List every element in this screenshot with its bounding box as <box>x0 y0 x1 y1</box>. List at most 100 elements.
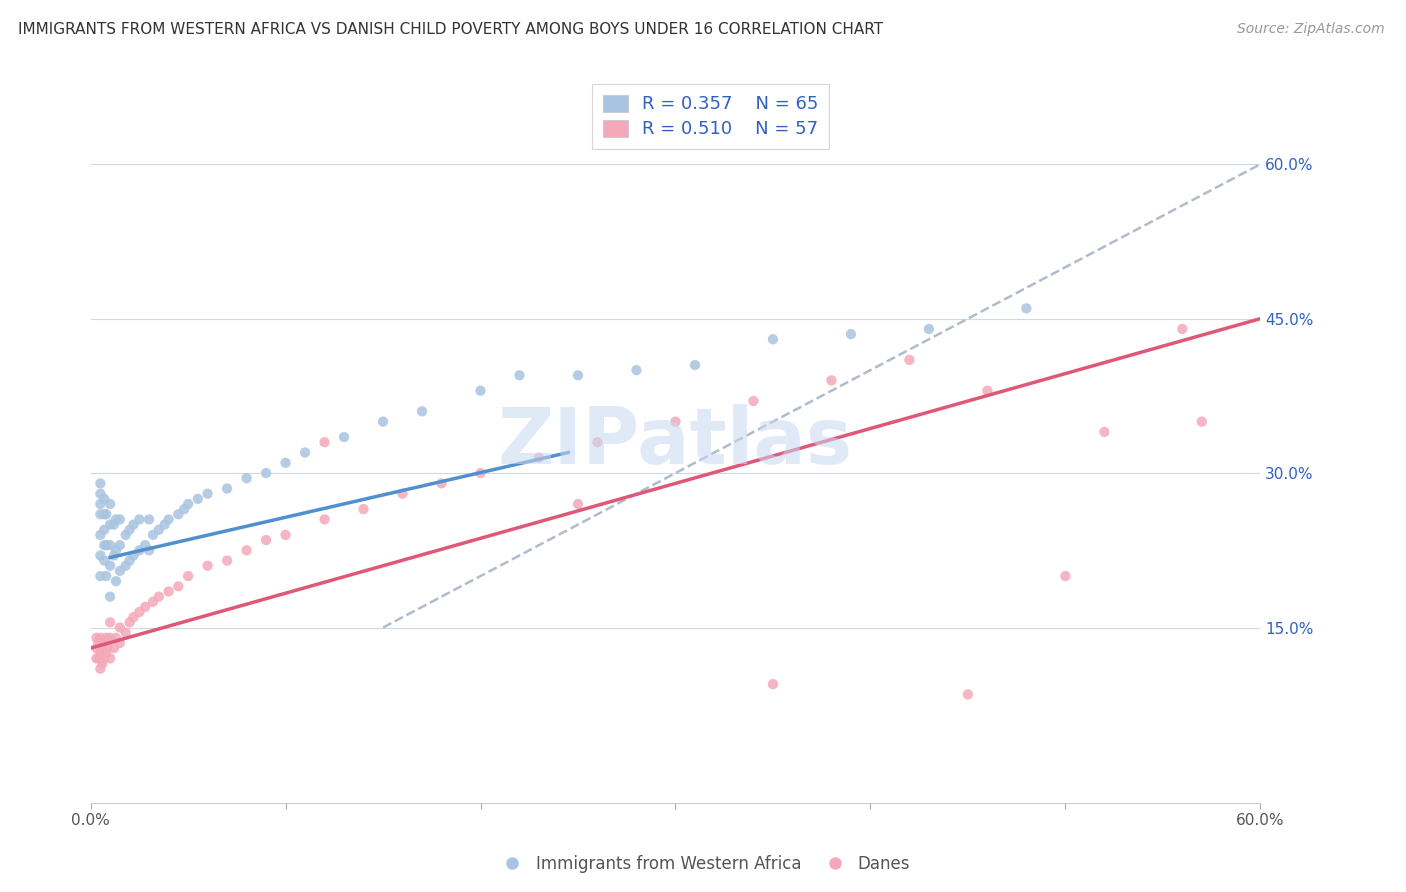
Point <box>114 528 136 542</box>
Point <box>217 553 239 567</box>
Point <box>138 512 160 526</box>
Point <box>86 641 108 656</box>
Point <box>626 363 648 377</box>
Point <box>586 435 609 450</box>
Point <box>294 445 316 459</box>
Point <box>956 688 979 702</box>
Point <box>104 631 127 645</box>
Point <box>235 543 257 558</box>
Point <box>86 631 108 645</box>
Point <box>108 512 131 526</box>
Point <box>108 620 131 634</box>
Legend: Immigrants from Western Africa, Danes: Immigrants from Western Africa, Danes <box>489 848 917 880</box>
Point <box>103 517 125 532</box>
Point <box>89 646 111 660</box>
Point <box>128 543 150 558</box>
Point <box>508 368 530 383</box>
Point <box>96 646 118 660</box>
Point <box>470 384 492 398</box>
Point <box>138 543 160 558</box>
Point <box>371 415 394 429</box>
Point <box>122 610 145 624</box>
Point <box>98 517 121 532</box>
Point <box>1191 415 1213 429</box>
Point <box>918 322 941 336</box>
Point <box>567 497 589 511</box>
Point <box>96 631 118 645</box>
Point <box>93 553 115 567</box>
Text: Source: ZipAtlas.com: Source: ZipAtlas.com <box>1237 22 1385 37</box>
Point <box>108 636 131 650</box>
Point <box>118 553 141 567</box>
Point <box>167 508 190 522</box>
Point <box>411 404 433 418</box>
Point <box>93 651 115 665</box>
Point <box>235 471 257 485</box>
Point <box>142 595 165 609</box>
Point <box>314 512 336 526</box>
Point <box>742 394 765 409</box>
Point <box>96 569 118 583</box>
Point <box>93 538 115 552</box>
Point <box>157 512 180 526</box>
Point <box>274 528 297 542</box>
Point <box>98 631 121 645</box>
Legend: R = 0.357    N = 65, R = 0.510    N = 57: R = 0.357 N = 65, R = 0.510 N = 57 <box>592 84 830 149</box>
Point <box>839 327 862 342</box>
Point <box>97 641 120 656</box>
Point <box>98 590 121 604</box>
Point <box>89 662 111 676</box>
Point <box>93 491 115 506</box>
Point <box>148 590 170 604</box>
Point <box>157 584 180 599</box>
Point <box>87 651 110 665</box>
Text: IMMIGRANTS FROM WESTERN AFRICA VS DANISH CHILD POVERTY AMONG BOYS UNDER 16 CORRE: IMMIGRANTS FROM WESTERN AFRICA VS DANISH… <box>18 22 883 37</box>
Point <box>114 625 136 640</box>
Point <box>91 657 114 671</box>
Point <box>89 528 111 542</box>
Point <box>91 641 114 656</box>
Point <box>1054 569 1077 583</box>
Point <box>254 533 277 547</box>
Point <box>134 599 156 614</box>
Point <box>98 651 121 665</box>
Point <box>122 517 145 532</box>
Point <box>103 549 125 563</box>
Point <box>89 549 111 563</box>
Point <box>134 538 156 552</box>
Point <box>93 508 115 522</box>
Point <box>274 456 297 470</box>
Point <box>118 523 141 537</box>
Point <box>976 384 998 398</box>
Point <box>118 615 141 630</box>
Point <box>664 415 686 429</box>
Point <box>98 497 121 511</box>
Point <box>108 538 131 552</box>
Point <box>527 450 550 465</box>
Point <box>353 502 375 516</box>
Point <box>1171 322 1194 336</box>
Point <box>98 558 121 573</box>
Point <box>114 558 136 573</box>
Point <box>108 564 131 578</box>
Point <box>470 466 492 480</box>
Point <box>187 491 209 506</box>
Point <box>142 528 165 542</box>
Point <box>197 486 219 500</box>
Point <box>197 558 219 573</box>
Point <box>104 512 127 526</box>
Point <box>148 523 170 537</box>
Point <box>93 523 115 537</box>
Point <box>89 631 111 645</box>
Point <box>762 332 785 346</box>
Point <box>96 508 118 522</box>
Point <box>89 497 111 511</box>
Point <box>177 497 200 511</box>
Point <box>86 651 108 665</box>
Point <box>89 569 111 583</box>
Point <box>391 486 413 500</box>
Point <box>683 358 706 372</box>
Point <box>128 605 150 619</box>
Point <box>167 579 190 593</box>
Point <box>98 538 121 552</box>
